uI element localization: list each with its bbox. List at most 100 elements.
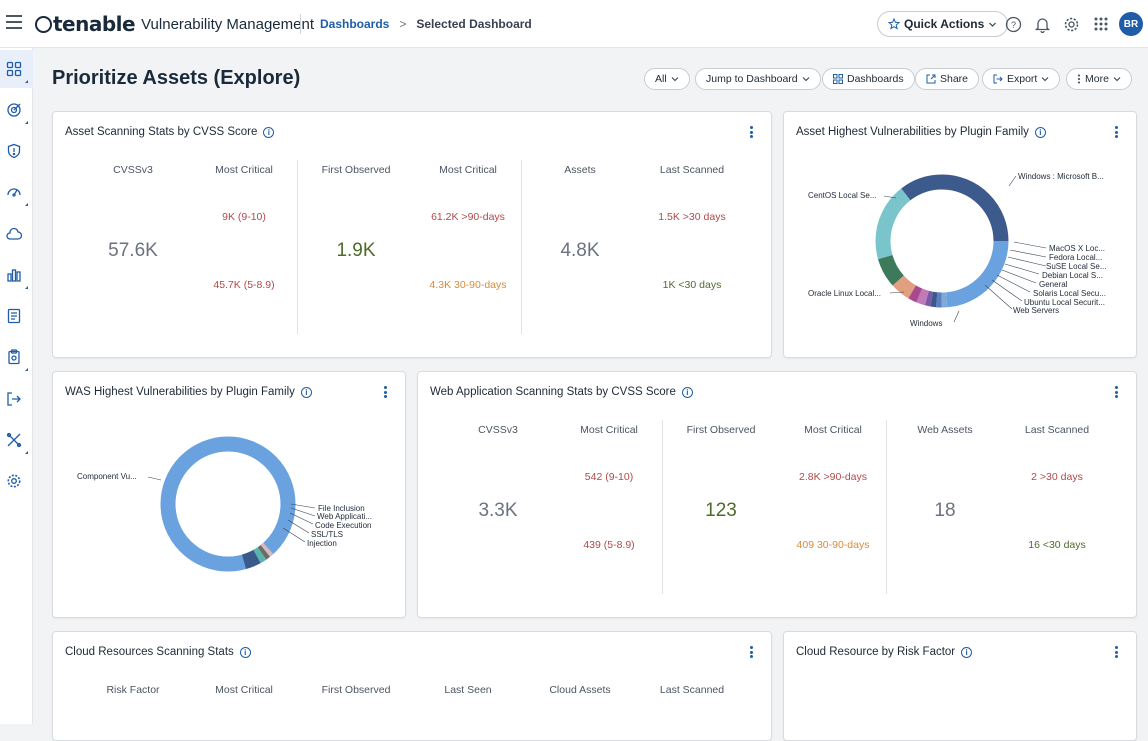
legend-label: Fedora Local... [1049,253,1102,262]
stat-critical[interactable]: 61.2K >90-days [431,211,505,223]
card-title-text: Cloud Resources Scanning Stats [65,646,234,658]
card-menu-kebab-icon[interactable] [747,645,755,659]
donut-segment[interactable] [875,174,1009,308]
chevron-down-icon [671,77,679,82]
column-header: Most Critical [215,164,273,176]
chevron-down-icon [802,77,810,82]
legend-label: Debian Local S... [1042,271,1103,280]
stat-high[interactable]: 439 (5-8.9) [583,539,635,551]
svg-text:?: ? [1010,20,1015,30]
card-title: Asset Scanning Stats by CVSS Score i [65,126,275,138]
card-menu-kebab-icon[interactable] [1112,645,1120,659]
chevron-down-icon [1113,77,1121,82]
shield-icon[interactable] [4,141,24,161]
stat-value[interactable]: 57.6K [108,240,158,261]
more-dropdown[interactable]: More [1066,68,1132,90]
column-header: Last Scanned [1024,424,1090,436]
column-header: CVSSv3 [478,424,518,436]
card-title-text: Asset Scanning Stats by CVSS Score [65,126,258,138]
was-plugin-family-card: WAS Highest Vulnerabilities by Plugin Fa… [52,371,406,618]
jump-to-dashboard-label: Jump to Dashboard [706,73,798,85]
stat-ok[interactable]: 1K <30 days [662,279,722,291]
report-icon[interactable] [4,306,24,326]
filter-all-label: All [655,73,667,85]
export-dropdown[interactable]: Export [982,68,1061,90]
stat-ok[interactable]: 16 <30 days [1028,539,1086,551]
divider [886,420,887,594]
card-title-text: Web Application Scanning Stats by CVSS S… [430,386,676,398]
info-icon[interactable]: i [1034,126,1046,138]
target-icon[interactable] [4,100,28,124]
stat-value[interactable]: 1.9K [336,240,376,261]
chart-icon[interactable] [4,265,28,289]
donut-segment[interactable] [875,174,1009,308]
donut-chart[interactable]: Windows : Microsoft B... CentOS Local Se… [784,112,1137,358]
grid-icon[interactable] [1091,14,1111,34]
stat-critical[interactable]: 1.5K >30 days [658,211,726,223]
stat-warning[interactable]: 409 30-90-days [796,539,870,551]
export-icon[interactable] [4,389,24,409]
card-title: Cloud Resources Scanning Stats i [65,646,251,658]
legend-label: Ubuntu Local Securit... [1024,298,1105,307]
column-header: First Observed [686,424,756,436]
gear-icon[interactable] [1061,14,1081,34]
stat-value[interactable]: 123 [705,500,737,521]
dashboards-icon [833,74,843,84]
legend-label: Injection [307,539,337,548]
card-menu-kebab-icon[interactable] [747,125,755,139]
stat-critical[interactable]: 542 (9-10) [584,471,634,483]
hamburger-icon[interactable] [6,15,22,29]
legend-label: MacOS X Loc... [1049,244,1105,253]
info-icon[interactable]: i [300,386,312,398]
settings-icon[interactable] [4,471,24,491]
stat-value[interactable]: 3.3K [478,500,518,521]
info-icon[interactable]: i [961,646,973,658]
legend-label: File Inclusion [318,504,365,513]
share-button[interactable]: Share [915,68,980,90]
help-icon[interactable]: ? [1003,14,1023,34]
legend-label: Component Vu... [77,472,137,481]
share-label: Share [940,73,969,85]
clipboard-icon[interactable] [4,347,28,371]
info-icon[interactable]: i [681,386,693,398]
donut-segment[interactable] [875,174,1009,308]
stat-high[interactable]: 45.7K (5-8.9) [213,279,275,291]
legend-label: SSL/TLS [311,530,343,539]
share-icon [926,74,936,84]
stat-value[interactable]: 18 [934,500,956,521]
gauge-icon[interactable] [4,182,28,206]
card-menu-kebab-icon[interactable] [381,385,389,399]
more-label: More [1085,73,1109,85]
stat-value[interactable]: 4.8K [560,240,600,261]
avatar[interactable]: BR [1119,12,1143,36]
info-icon[interactable]: i [239,646,251,658]
stat-critical[interactable]: 2 >30 days [1031,471,1083,483]
filter-all-dropdown[interactable]: All [644,68,690,90]
quick-actions-button[interactable]: Quick Actions [877,11,1009,37]
cloud-icon[interactable] [4,224,24,244]
legend-label: Windows : Microsoft B... [1018,172,1104,181]
donut-segment[interactable] [160,436,296,572]
card-title: Web Application Scanning Stats by CVSS S… [430,386,693,398]
dashboards-button[interactable]: Dashboards [822,68,915,90]
card-menu-kebab-icon[interactable] [1112,385,1120,399]
column-header: Most Critical [580,424,638,436]
stat-warning[interactable]: 4.3K 30-90-days [429,279,507,291]
divider [521,160,522,334]
side-nav [0,48,33,724]
dashboards-icon[interactable] [4,59,28,83]
stat-critical[interactable]: 2.8K >90-days [798,471,868,483]
info-icon[interactable]: i [263,126,275,138]
card-title: WAS Highest Vulnerabilities by Plugin Fa… [65,386,312,398]
card-title-text: Cloud Resource by Risk Factor [796,646,956,658]
brand[interactable]: tenable Vulnerability Management [35,12,314,36]
card-menu-kebab-icon[interactable] [1112,125,1120,139]
donut-chart[interactable]: Component Vu... File Inclusion Web Appli… [53,372,406,618]
divider [300,14,301,34]
breadcrumb-dashboards-link[interactable]: Dashboards [320,17,390,31]
tools-icon[interactable] [4,430,28,454]
jump-to-dashboard-dropdown[interactable]: Jump to Dashboard [695,68,821,90]
stat-critical[interactable]: 9K (9-10) [222,211,266,223]
bell-icon[interactable] [1032,14,1052,34]
web-app-scanning-stats-card: Web Application Scanning Stats by CVSS S… [417,371,1137,618]
